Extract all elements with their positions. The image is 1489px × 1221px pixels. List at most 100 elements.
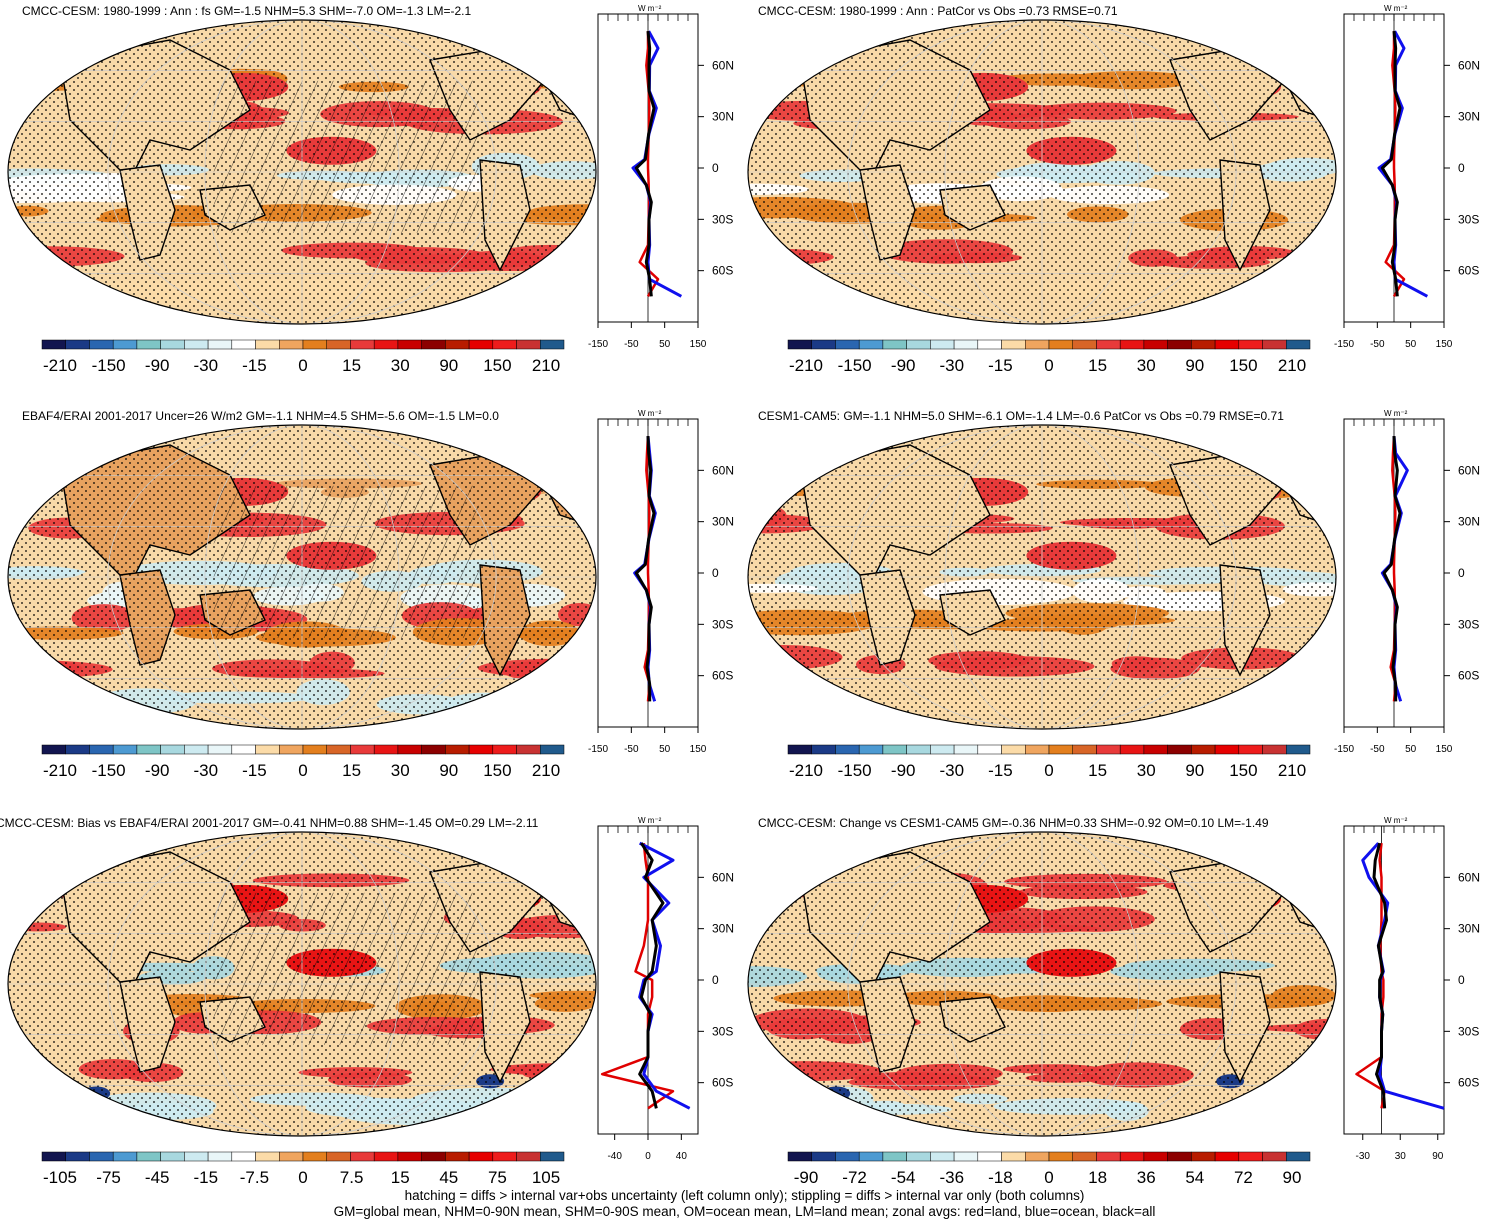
colorbar-tick-label: -90 — [891, 356, 916, 375]
colorbar-swatch — [255, 1151, 280, 1162]
colorbar-tick-label: 90 — [439, 356, 458, 375]
zonal-lat-tick: 60N — [1458, 870, 1480, 884]
zonal-lat-tick: 30N — [712, 515, 734, 529]
zonal-x-tick: -50 — [1370, 744, 1385, 755]
panel-svg: -90 -72 -54 -36 -18 0 18 36 54 72 90 W m⁻² -30 30 90 60… — [747, 816, 1480, 1187]
colorbar-swatch — [421, 1151, 446, 1162]
colorbar-swatch — [468, 1151, 494, 1162]
colorbar-tick-label: -150 — [92, 356, 126, 375]
map-border — [7, 19, 597, 325]
colorbar-tick-label: -90 — [891, 761, 916, 780]
zonal-x-tick: 0 — [645, 1151, 651, 1162]
colorbar-swatch — [1096, 339, 1121, 350]
colorbar-swatch — [468, 339, 494, 350]
colorbar-swatch — [977, 339, 1002, 350]
colorbar-swatch — [160, 1151, 185, 1162]
colorbar-tick-label: 0 — [1044, 1168, 1053, 1187]
colorbar-swatch — [65, 339, 90, 350]
colorbar-swatch — [1072, 339, 1097, 350]
colorbar-swatch — [160, 339, 185, 350]
zonal-lat-tick: 60N — [712, 58, 734, 72]
colorbar-swatch — [397, 339, 422, 350]
zonal-x-tick: -30 — [1356, 1151, 1371, 1162]
colorbar-swatch — [373, 339, 399, 350]
map-border — [7, 424, 597, 730]
colorbar-swatch — [787, 744, 812, 755]
map-border — [747, 424, 1337, 730]
zonal-lat-tick: 30N — [712, 922, 734, 936]
zonal-x-tick: 150 — [1436, 339, 1453, 350]
zonal-line-land — [1355, 842, 1386, 1109]
colorbar-swatch — [160, 744, 185, 755]
colorbar-swatch — [977, 1151, 1002, 1162]
map — [748, 832, 1336, 1136]
colorbar-tick-label: 15 — [1088, 356, 1107, 375]
colorbar-swatch — [350, 1151, 375, 1162]
colorbar-swatch — [231, 1151, 256, 1162]
colorbar-swatch — [112, 744, 138, 755]
zonal-lat-tick: 0 — [1458, 161, 1465, 175]
colorbar-swatch — [89, 744, 114, 755]
colorbar-tick-label: -150 — [838, 761, 872, 780]
panel-p6: CMCC-CESM: Change vs CESM1-CAM5 GM=-0.36… — [746, 812, 1486, 1212]
zonal-line-land — [643, 436, 651, 702]
colorbar-swatch — [373, 1151, 399, 1162]
colorbar-tick-label: 90 — [1283, 1168, 1302, 1187]
map-border — [747, 19, 1337, 325]
colorbar-swatch — [516, 339, 541, 350]
colorbar-swatch — [1072, 1151, 1097, 1162]
colorbar-tick-label: 210 — [532, 356, 560, 375]
colorbar-swatch — [977, 744, 1002, 755]
colorbar-swatch — [811, 744, 836, 755]
colorbar-swatch — [421, 339, 446, 350]
colorbar-swatch — [1262, 744, 1287, 755]
colorbar-swatch — [906, 1151, 931, 1162]
colorbar-swatch — [540, 744, 565, 755]
zonal-x-tick: 150 — [690, 339, 707, 350]
colorbar-tick-label: 90 — [439, 761, 458, 780]
colorbar-swatch — [136, 744, 161, 755]
colorbar-tick-label: -30 — [940, 356, 965, 375]
colorbar-swatch — [445, 339, 470, 350]
colorbar-tick-label: 210 — [1278, 356, 1306, 375]
colorbar-swatch — [1025, 339, 1050, 350]
colorbar-swatch — [255, 339, 280, 350]
colorbar-swatch — [540, 1151, 565, 1162]
zonal-lat-tick: 0 — [1458, 566, 1465, 580]
colorbar-tick-label: -7.5 — [240, 1168, 269, 1187]
map-field-blob — [759, 680, 841, 704]
colorbar-swatch — [231, 744, 256, 755]
colorbar-tick-label: 105 — [532, 1168, 560, 1187]
hatching — [213, 80, 479, 233]
colorbar-tick-label: 30 — [1137, 761, 1156, 780]
colorbar-swatch — [906, 744, 931, 755]
colorbar-swatch — [136, 1151, 161, 1162]
zonal-x-tick: -150 — [1334, 744, 1354, 755]
colorbar-tick-label: 36 — [1137, 1168, 1156, 1187]
colorbar-tick-label: -150 — [838, 356, 872, 375]
zonal-lat-tick: 30S — [712, 1024, 733, 1038]
colorbar-swatch — [516, 1151, 541, 1162]
zonal-lat-tick: 60N — [712, 870, 734, 884]
colorbar-swatch — [953, 1151, 979, 1162]
colorbar-swatch — [1119, 1151, 1145, 1162]
colorbar-swatch — [1025, 744, 1050, 755]
zonal-line-all — [1372, 842, 1388, 1109]
colorbar-swatch — [835, 744, 860, 755]
colorbar-swatch — [787, 339, 812, 350]
colorbar-swatch — [1167, 339, 1192, 350]
colorbar-swatch — [1214, 1151, 1240, 1162]
panel-p1: CMCC-CESM: 1980-1999 : Ann : fs GM=-1.5 … — [0, 0, 740, 400]
colorbar-tick-label: 72 — [1234, 1168, 1253, 1187]
colorbar-swatch — [1214, 744, 1240, 755]
colorbar-tick-label: 210 — [532, 761, 560, 780]
panel-title: EBAF4/ERAI 2001-2017 Uncer=26 W/m2 GM=-1… — [22, 409, 499, 423]
colorbar-swatch — [1262, 339, 1287, 350]
zonal-x-tick: 50 — [1405, 339, 1417, 350]
map — [8, 832, 596, 1136]
colorbar-swatch — [112, 339, 138, 350]
zonal-unit-label: W m⁻² — [1384, 4, 1408, 13]
colorbar-swatch — [1143, 744, 1168, 755]
colorbar-swatch — [811, 1151, 836, 1162]
